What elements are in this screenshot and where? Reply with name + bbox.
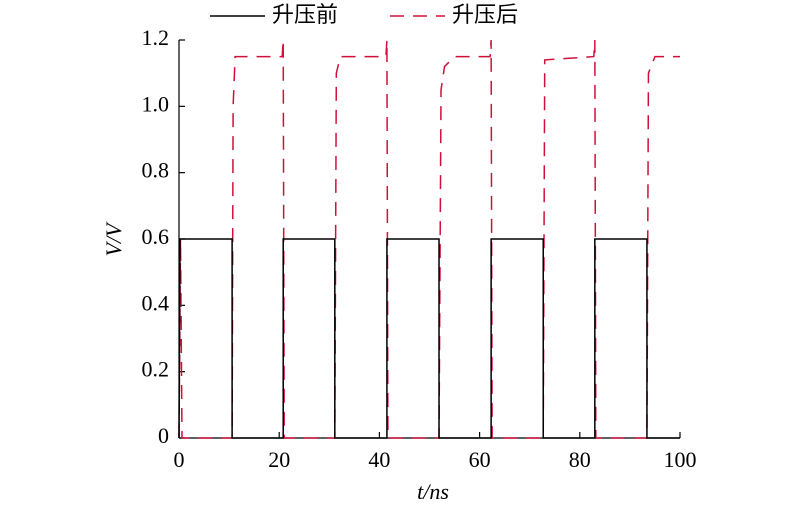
y-tick-label: 0: [158, 423, 169, 448]
x-tick-label: 40: [368, 447, 390, 472]
y-axis-label: V/V: [101, 221, 126, 257]
y-tick-label: 0.8: [142, 158, 170, 183]
x-tick-label: 100: [664, 447, 697, 472]
legend-label: 升压后: [452, 3, 518, 28]
y-tick-label: 1.2: [142, 25, 170, 50]
y-tick-label: 0.6: [142, 224, 170, 249]
legend-label: 升压前: [272, 3, 338, 28]
y-tick-label: 1.0: [142, 91, 170, 116]
x-axis-label: t/ns: [417, 479, 449, 504]
y-tick-label: 0.4: [142, 290, 170, 315]
x-tick-label: 80: [569, 447, 591, 472]
x-tick-label: 60: [469, 447, 491, 472]
x-tick-label: 0: [174, 447, 185, 472]
x-tick-label: 20: [268, 447, 290, 472]
series-line: [178, 238, 680, 439]
y-tick-label: 0.2: [142, 357, 170, 382]
